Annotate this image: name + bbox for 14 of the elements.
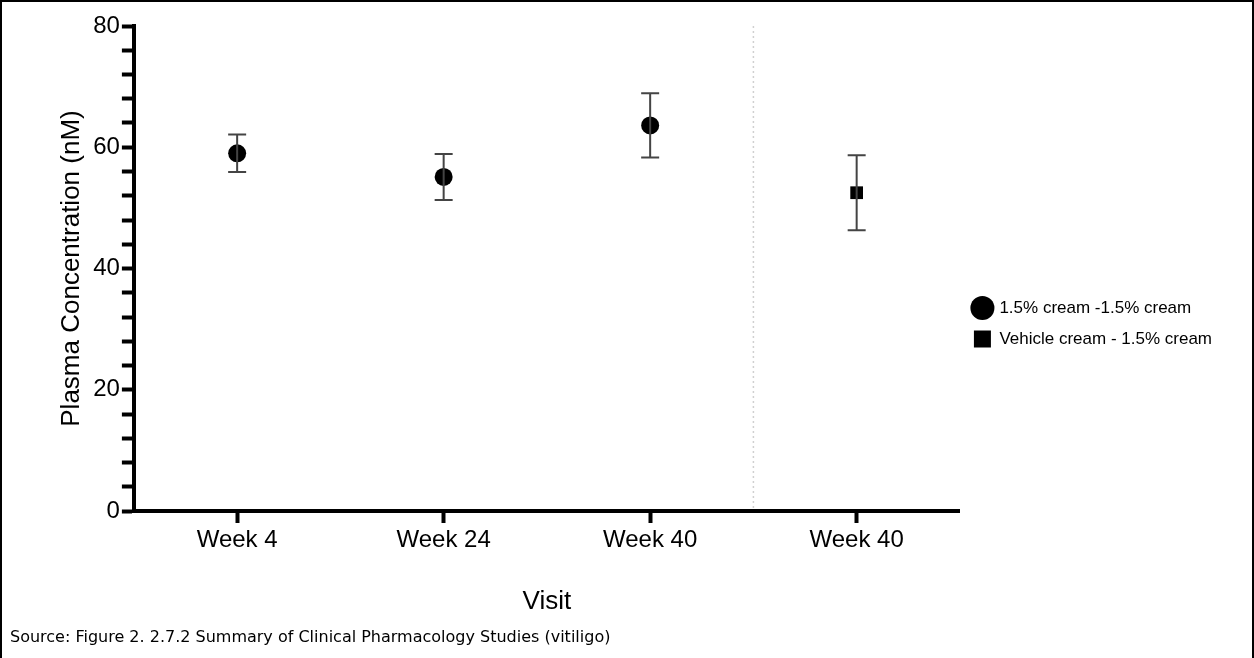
y-tick-label: 40 xyxy=(93,253,120,281)
x-tick-label: Week 40 xyxy=(809,525,904,553)
y-tick-label: 0 xyxy=(106,495,120,523)
source-note: Source: Figure 2. 2.7.2 Summary of Clinical Pharmacology Studies (vitiligo) xyxy=(10,627,611,646)
x-tick-label: Week 24 xyxy=(396,525,491,553)
x-tick-label: Week 40 xyxy=(603,525,698,553)
legend-label: Vehicle cream - 1.5% cream xyxy=(999,328,1213,348)
y-tick-label: 60 xyxy=(93,131,120,159)
y-tick-label: 20 xyxy=(93,374,120,402)
x-tick-label: Week 4 xyxy=(196,525,278,553)
x-axis-title: Visit xyxy=(522,584,572,615)
legend-label: 1.5% cream -1.5% cream xyxy=(999,297,1192,317)
y-axis-title: Plasma Concentration (nM) xyxy=(54,110,85,427)
y-tick-label: 80 xyxy=(93,10,120,38)
